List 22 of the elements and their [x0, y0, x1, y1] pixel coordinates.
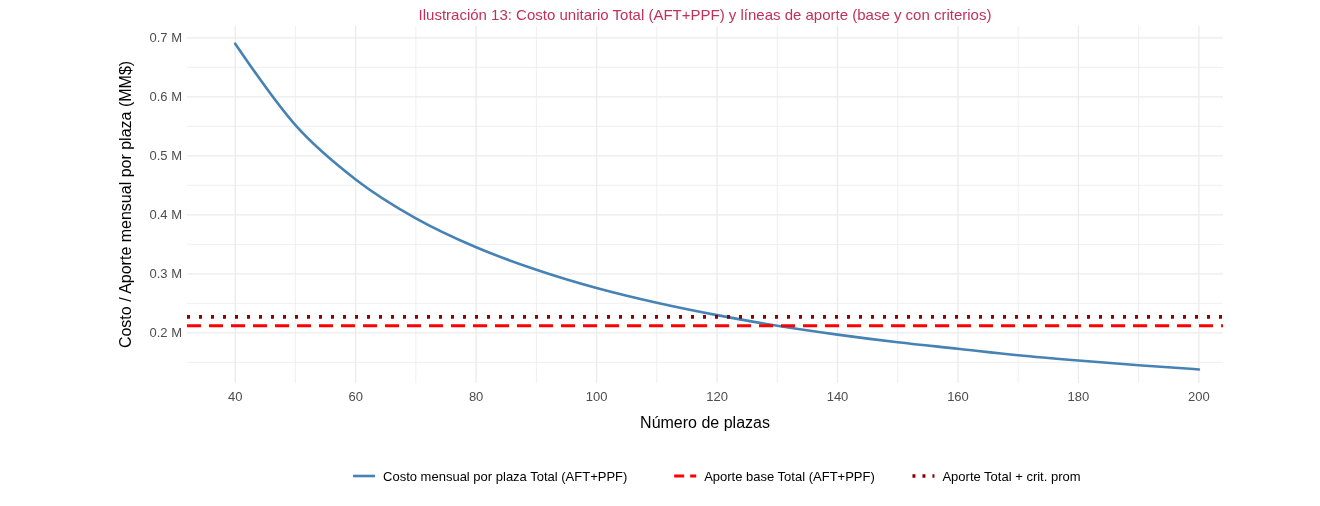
x-tick-label: 60 — [348, 389, 363, 404]
y-tick-label: 0.4 M — [149, 207, 182, 223]
x-tick-label: 40 — [227, 389, 243, 404]
y-tick-label: 0.7 M — [149, 30, 182, 46]
x-tick-label: 200 — [1188, 389, 1210, 404]
y-tick-label: 0.5 M — [149, 148, 182, 164]
x-tick-label: 160 — [947, 389, 969, 404]
legend-label: Aporte base Total (AFT+PPF) — [704, 468, 875, 484]
x-tick-label: 120 — [706, 389, 728, 404]
y-axis-title: Costo / Aporte mensual por plaza (MM$) — [117, 60, 134, 349]
chart-title: Ilustración 13: Costo unitario Total (AFT+PPF) y líneas de aporte (base y con criterios) — [418, 6, 992, 23]
x-axis-title: Número de plazas — [640, 414, 770, 431]
y-tick-label: 0.6 M — [149, 89, 182, 105]
legend-label: Costo mensual por plaza Total (AFT+PPF) — [383, 468, 628, 484]
line-series — [233, 42, 1201, 371]
x-tick-label: 80 — [468, 389, 484, 404]
x-tick-label: 140 — [826, 389, 849, 404]
legend-label: Aporte Total + crit. prom — [942, 468, 1081, 484]
y-tick-label: 0.3 M — [149, 266, 182, 282]
x-tick-label: 100 — [585, 389, 608, 404]
y-tick-label: 0.2 M — [149, 325, 182, 341]
x-tick-label: 180 — [1067, 389, 1090, 404]
